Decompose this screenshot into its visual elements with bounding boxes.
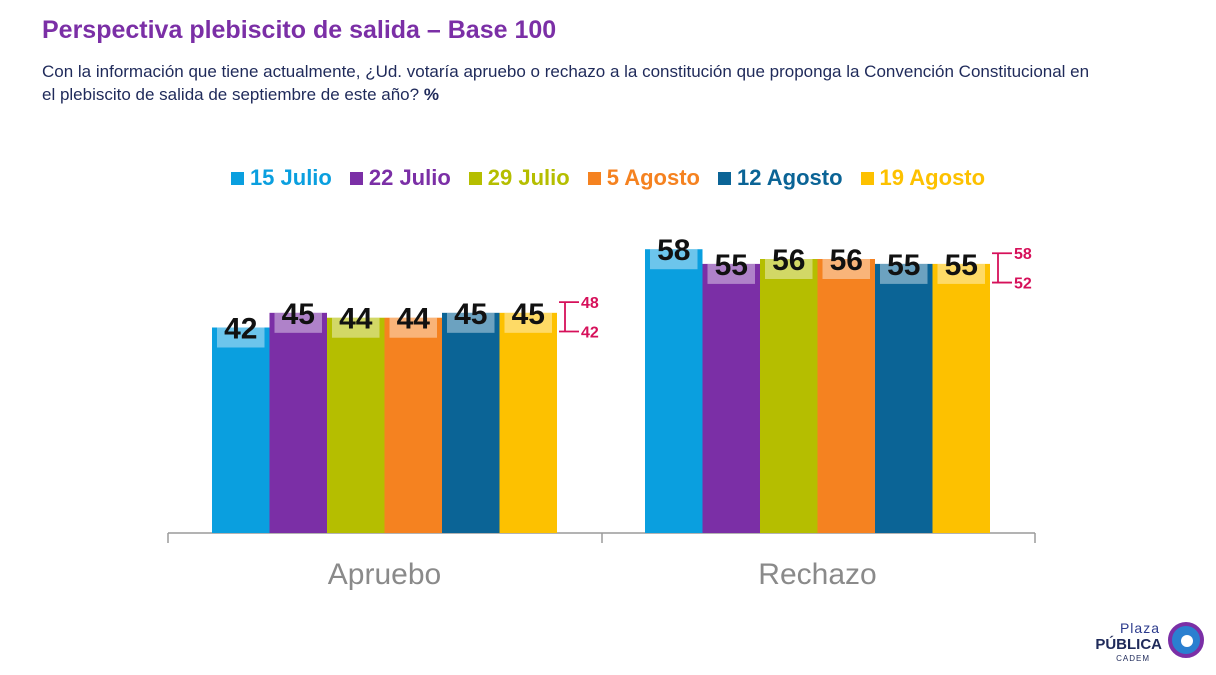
bar-value-label: 56: [830, 244, 863, 277]
bar-label-backing: [217, 327, 265, 348]
legend-swatch: [587, 171, 601, 185]
bar: [702, 263, 760, 533]
bar-value-label: 44: [339, 303, 373, 336]
legend-swatch: [230, 171, 244, 185]
bar: [442, 312, 500, 533]
bar-label-backing: [707, 263, 755, 284]
legend-item: 5 Agosto: [587, 165, 700, 191]
plaza-publica-logo: Plaza PÚBLICA CADEM: [1088, 620, 1208, 665]
bar-label-backing: [332, 317, 380, 338]
logo-publica-text: PÚBLICA: [1095, 636, 1162, 653]
legend-label: 19 Agosto: [879, 165, 986, 190]
bar: [817, 259, 875, 533]
page-title: Perspectiva plebiscito de salida – Base …: [42, 16, 557, 44]
bar-label-backing: [274, 312, 322, 333]
bar-label-backing: [765, 259, 813, 280]
subtitle-unit: %: [423, 85, 439, 104]
logo-mark-icon: [1168, 622, 1204, 658]
category-label: Rechazo: [758, 558, 876, 591]
bar: [384, 317, 442, 533]
bar-value-label: 55: [945, 249, 978, 282]
range-max-label: 58: [1014, 246, 1032, 263]
bar: [499, 312, 557, 533]
legend-label: 12 Agosto: [737, 165, 843, 190]
bar-value-label: 55: [887, 249, 920, 282]
bar: [760, 259, 818, 533]
legend-item: 12 Agosto: [718, 165, 843, 191]
bar: [269, 312, 327, 533]
legend-item: 29 Julio: [468, 165, 570, 191]
range-min-label: 52: [1014, 276, 1032, 293]
legend-label: 29 Julio: [487, 165, 570, 190]
subtitle-text: Con la información que tiene actualmente…: [42, 62, 1090, 104]
legend-item: 15 Julio: [230, 165, 332, 191]
bar-value-label: 45: [512, 298, 545, 331]
legend-label: 5 Agosto: [606, 165, 700, 190]
bar-value-label: 55: [715, 249, 748, 282]
legend-label: 22 Julio: [368, 165, 451, 190]
bar-value-label: 56: [772, 244, 805, 277]
legend-item: 22 Julio: [349, 165, 451, 191]
bar-value-label: 44: [397, 303, 431, 336]
bar-label-backing: [880, 263, 928, 284]
bar-label-backing: [937, 263, 985, 284]
bar-value-label: 45: [454, 298, 487, 331]
bar-value-label: 45: [282, 298, 315, 331]
range-max-label: 48: [581, 295, 599, 312]
bar-value-label: 42: [224, 313, 257, 346]
legend-swatch: [860, 171, 874, 185]
page-subtitle: Con la información que tiene actualmente…: [42, 60, 1102, 106]
bar-label-backing: [389, 317, 437, 338]
legend-label: 15 Julio: [249, 165, 332, 190]
legend-swatch: [349, 171, 363, 185]
bar-label-backing: [447, 312, 495, 333]
bar: [212, 327, 270, 533]
logo-cadem-text: CADEM: [1116, 654, 1150, 663]
category-label: Apruebo: [328, 558, 441, 591]
bar: [645, 249, 703, 533]
bar-label-backing: [650, 249, 698, 270]
chart-legend: 15 Julio 22 Julio 29 Julio 5 Agosto 12 Agost…: [0, 165, 1216, 191]
logo-plaza-text: Plaza: [1119, 620, 1160, 636]
bar: [932, 263, 990, 533]
bar-value-label: 58: [657, 234, 690, 267]
bar-label-backing: [504, 312, 552, 333]
legend-swatch: [718, 171, 731, 185]
legend-swatch: [468, 171, 482, 185]
bar: [327, 317, 385, 533]
legend-item: 19 Agosto: [860, 165, 986, 191]
bar: [875, 263, 933, 533]
bar-label-backing: [822, 259, 870, 280]
range-min-label: 42: [581, 325, 599, 342]
